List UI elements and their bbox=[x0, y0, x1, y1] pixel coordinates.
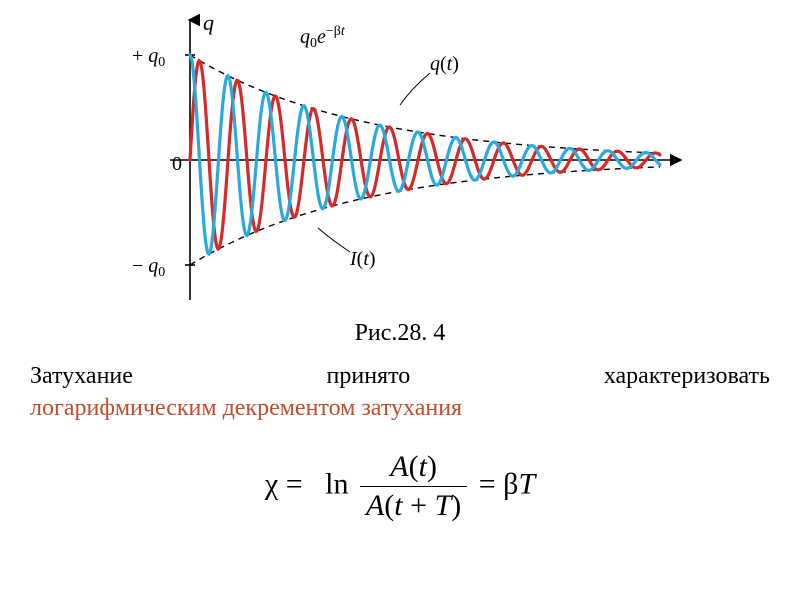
label-envelope: q0e−βt bbox=[300, 24, 346, 51]
figure-caption: Рис.28. 4 bbox=[0, 320, 800, 347]
damped-oscillation-chart: q 0 + q0 − q0 q(t) I(t) q0e−βt bbox=[100, 10, 700, 310]
y-axis-label: q bbox=[203, 10, 214, 35]
label-q-of-t: q(t) bbox=[430, 53, 459, 75]
sym-eq2: = bbox=[479, 467, 496, 500]
formula: χ = ln A(t) A(t + T) = βT bbox=[0, 450, 800, 523]
sym-eq: = bbox=[286, 467, 303, 500]
fraction-numerator: A(t) bbox=[360, 450, 467, 487]
fraction: A(t) A(t + T) bbox=[360, 450, 467, 523]
sym-ln: ln bbox=[325, 467, 348, 500]
sym-rhs: βT bbox=[503, 467, 535, 500]
sym-chi: χ bbox=[265, 467, 278, 500]
desc-word: Затухание bbox=[30, 360, 133, 392]
label-leader-i bbox=[318, 228, 350, 252]
description-paragraph: Затухание принято характеризовать логари… bbox=[30, 360, 770, 425]
ytick-label-minus-q0: − q0 bbox=[132, 255, 165, 280]
description-line-1: Затухание принято характеризовать bbox=[30, 360, 770, 392]
desc-word: характеризовать bbox=[604, 360, 770, 392]
label-leader-q bbox=[400, 73, 430, 105]
label-i-of-t: I(t) bbox=[349, 248, 376, 270]
ytick-label-plus-q0: + q0 bbox=[132, 45, 165, 70]
chart-svg: q 0 + q0 − q0 q(t) I(t) q0e−βt bbox=[100, 10, 700, 310]
description-line-2: логарифмическим декрементом затухания bbox=[30, 392, 770, 424]
desc-word: принято bbox=[327, 360, 411, 392]
fraction-denominator: A(t + T) bbox=[360, 487, 467, 523]
origin-label: 0 bbox=[172, 153, 182, 175]
